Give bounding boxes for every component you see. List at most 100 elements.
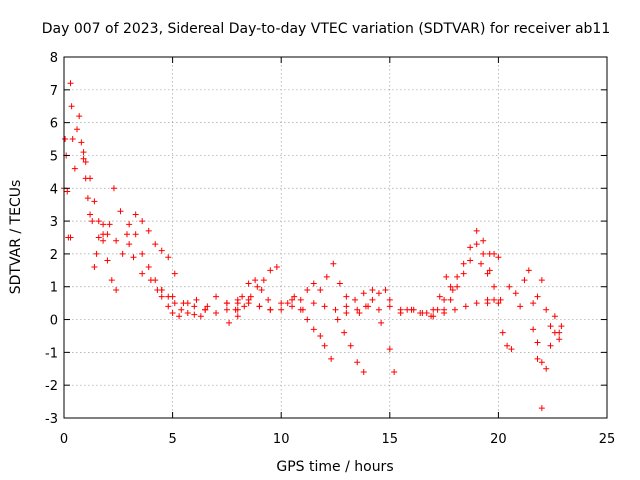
data-point-marker <box>343 293 350 300</box>
data-point-marker <box>89 218 96 225</box>
data-point-marker <box>499 329 506 336</box>
data-point-marker <box>132 211 139 218</box>
data-point-marker <box>256 303 263 310</box>
data-point-marker <box>145 227 152 234</box>
data-point-marker <box>154 287 161 294</box>
data-point-marker <box>158 293 165 300</box>
data-point-marker <box>410 306 417 313</box>
data-point-marker <box>323 273 330 280</box>
data-point-marker <box>132 231 139 238</box>
grid-lines <box>64 57 607 418</box>
data-point-marker <box>397 309 404 316</box>
data-point-marker <box>117 208 124 215</box>
data-point-marker <box>534 339 541 346</box>
data-point-marker <box>486 267 493 274</box>
series-arc-s <box>478 260 504 303</box>
y-tick-label: -3 <box>45 412 58 427</box>
data-point-marker <box>241 303 248 310</box>
data-point-marker <box>386 346 393 353</box>
series-arc-r <box>441 241 493 313</box>
series-arc-k <box>284 260 350 307</box>
data-point-marker <box>480 237 487 244</box>
data-point-marker <box>191 303 198 310</box>
data-point-marker <box>551 313 558 320</box>
data-point-marker <box>139 250 146 257</box>
data-point-marker <box>284 300 291 307</box>
data-point-marker <box>497 296 504 303</box>
data-point-marker <box>267 306 274 313</box>
data-point-marker <box>454 273 461 280</box>
data-point-marker <box>341 329 348 336</box>
y-tick-label: 1 <box>50 281 58 296</box>
data-point-marker <box>265 296 272 303</box>
data-point-marker <box>362 303 369 310</box>
data-point-marker <box>139 218 146 225</box>
data-point-marker <box>449 287 456 294</box>
data-point-marker <box>369 287 376 294</box>
data-point-marker <box>297 296 304 303</box>
data-point-marker <box>91 264 98 271</box>
data-point-marker <box>369 296 376 303</box>
data-point-marker <box>289 303 296 310</box>
data-point-marker <box>547 323 554 330</box>
series-arc-t <box>486 250 502 261</box>
data-point-marker <box>82 159 89 166</box>
data-point-marker <box>428 313 435 320</box>
data-point-marker <box>158 247 165 254</box>
x-axis-ticks: 0 5 10 15 20 25 <box>60 57 615 447</box>
series-arc-w <box>530 326 563 412</box>
data-point-marker <box>223 306 230 313</box>
data-point-marker <box>491 296 498 303</box>
data-point-marker <box>347 342 354 349</box>
data-point-marker <box>273 264 280 271</box>
x-tick-label: 20 <box>490 432 507 447</box>
data-point-marker <box>100 231 107 238</box>
data-point-marker <box>543 306 550 313</box>
data-point-marker <box>556 329 563 336</box>
data-point-marker <box>204 303 211 310</box>
data-point-marker <box>95 234 102 241</box>
data-point-marker <box>67 80 74 87</box>
data-point-marker <box>100 221 107 228</box>
data-point-marker <box>93 250 100 257</box>
data-point-marker <box>441 296 448 303</box>
data-point-marker <box>356 309 363 316</box>
data-point-marker <box>330 260 337 267</box>
data-point-marker <box>352 296 359 303</box>
data-point-marker <box>123 231 130 238</box>
data-point-marker <box>517 303 524 310</box>
data-point-marker <box>178 306 185 313</box>
data-point-marker <box>423 309 430 316</box>
data-point-marker <box>184 300 191 307</box>
data-point-marker <box>495 300 502 307</box>
data-point-marker <box>171 300 178 307</box>
data-point-marker <box>152 277 159 284</box>
data-point-marker <box>317 332 324 339</box>
x-tick-label: 10 <box>273 432 290 447</box>
series-arc-u <box>484 296 515 353</box>
data-point-marker <box>310 326 317 333</box>
x-tick-label: 25 <box>599 432 616 447</box>
data-point-marker <box>126 221 133 228</box>
data-point-marker <box>343 303 350 310</box>
data-point-marker <box>375 290 382 297</box>
data-point-marker <box>239 293 246 300</box>
data-point-marker <box>328 355 335 362</box>
x-axis-label: GPS time / hours <box>276 459 393 475</box>
data-point-marker <box>434 306 441 313</box>
data-point-marker <box>165 293 172 300</box>
data-point-marker <box>382 287 389 294</box>
series-arc-p <box>397 273 456 316</box>
data-point-marker <box>100 237 107 244</box>
series-arc-q <box>428 227 487 320</box>
y-tick-label: 2 <box>50 248 58 263</box>
data-point-marker <box>69 136 76 143</box>
data-marks <box>61 80 565 412</box>
data-point-marker <box>113 237 120 244</box>
data-point-marker <box>87 175 94 182</box>
data-point-marker <box>460 260 467 267</box>
data-point-marker <box>126 241 133 248</box>
data-point-marker <box>267 267 274 274</box>
data-point-marker <box>67 234 74 241</box>
data-point-marker <box>245 280 252 287</box>
